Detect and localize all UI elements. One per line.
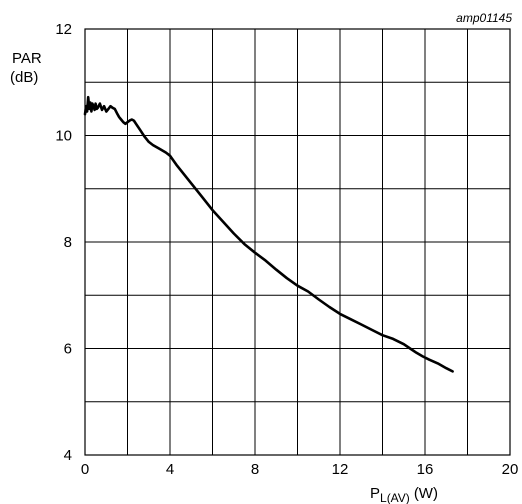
x-axis-label-unit: (W): [414, 485, 438, 502]
y-tick-label: 12: [55, 21, 72, 38]
x-tick-label: 12: [332, 461, 349, 478]
par-curve: [83, 95, 454, 373]
y-tick-label: 4: [64, 447, 72, 464]
x-tick-label: 0: [81, 461, 89, 478]
x-tick-label: 16: [417, 461, 434, 478]
y-tick-label: 6: [64, 341, 72, 358]
y-tick-labels: 4 6 8 10 12: [55, 21, 72, 464]
plot-grid: [84, 28, 511, 456]
x-tick-label: 8: [251, 461, 259, 478]
y-axis-label-line1: PAR: [12, 50, 42, 67]
x-tick-labels: 0 4 8 12 16 20: [81, 461, 519, 478]
figure-reference: amp01145: [456, 11, 512, 25]
y-tick-label: 8: [64, 234, 72, 251]
x-tick-label: 20: [502, 461, 519, 478]
y-tick-label: 10: [55, 128, 72, 145]
y-axis-label-line2: (dB): [10, 69, 38, 86]
x-axis-label-sub: L(AV): [380, 491, 410, 504]
plot-frame: [84, 28, 511, 456]
x-tick-label: 4: [166, 461, 174, 478]
x-axis-label: PL(AV) (W): [370, 485, 438, 504]
x-axis-label-main: P: [370, 485, 380, 502]
